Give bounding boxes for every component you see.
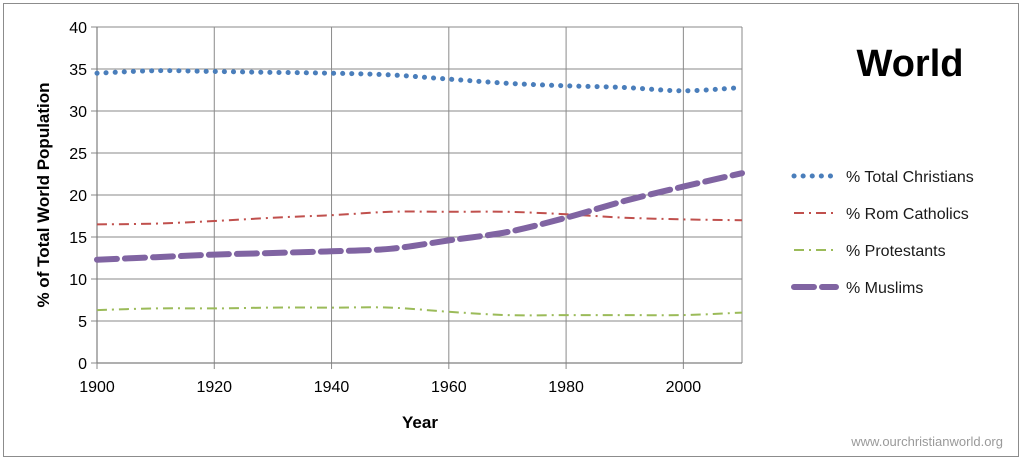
y-tick-label: 20 — [69, 188, 87, 205]
y-tick-label: 10 — [69, 272, 87, 289]
y-tick-label: 5 — [78, 314, 87, 331]
x-tick-label: 2000 — [666, 379, 702, 396]
y-tick-label: 35 — [69, 62, 87, 79]
y-tick-label: 0 — [78, 356, 87, 373]
y-tick-label: 40 — [69, 20, 87, 37]
y-axis-title: % of Total World Population — [34, 82, 53, 307]
x-tick-label: 1940 — [314, 379, 350, 396]
legend: % Total Christians % Rom Catholics % Prote… — [791, 169, 974, 297]
legend-label-muslims: % Muslims — [846, 280, 923, 297]
x-tick-label: 1960 — [431, 379, 467, 396]
legend-label-rom-catholics: % Rom Catholics — [846, 206, 969, 223]
series-lines — [94, 68, 745, 317]
chart-frame — [3, 3, 1019, 457]
series-line-muslims — [94, 170, 745, 263]
y-tick-label: 30 — [69, 104, 87, 121]
axes — [91, 26, 742, 369]
chart-title: World — [857, 43, 964, 85]
legend-label-total-christians: % Total Christians — [846, 169, 974, 186]
tick-labels: 0 5 10 15 20 25 30 35 40 1900 1920 1940 1960 1980 2000 — [69, 20, 701, 396]
series-line-total-christians — [94, 68, 745, 94]
series-line-rom-catholics — [96, 210, 743, 226]
x-tick-label: 1980 — [548, 379, 584, 396]
x-tick-label: 1900 — [79, 379, 115, 396]
y-tick-label: 25 — [69, 146, 87, 163]
series-line-protestants — [96, 306, 743, 317]
x-tick-label: 1920 — [196, 379, 232, 396]
y-tick-label: 15 — [69, 230, 87, 247]
legend-label-protestants: % Protestants — [846, 243, 946, 260]
x-axis-title: Year — [402, 413, 438, 432]
watermark: www.ourchristianworld.org — [850, 434, 1003, 449]
